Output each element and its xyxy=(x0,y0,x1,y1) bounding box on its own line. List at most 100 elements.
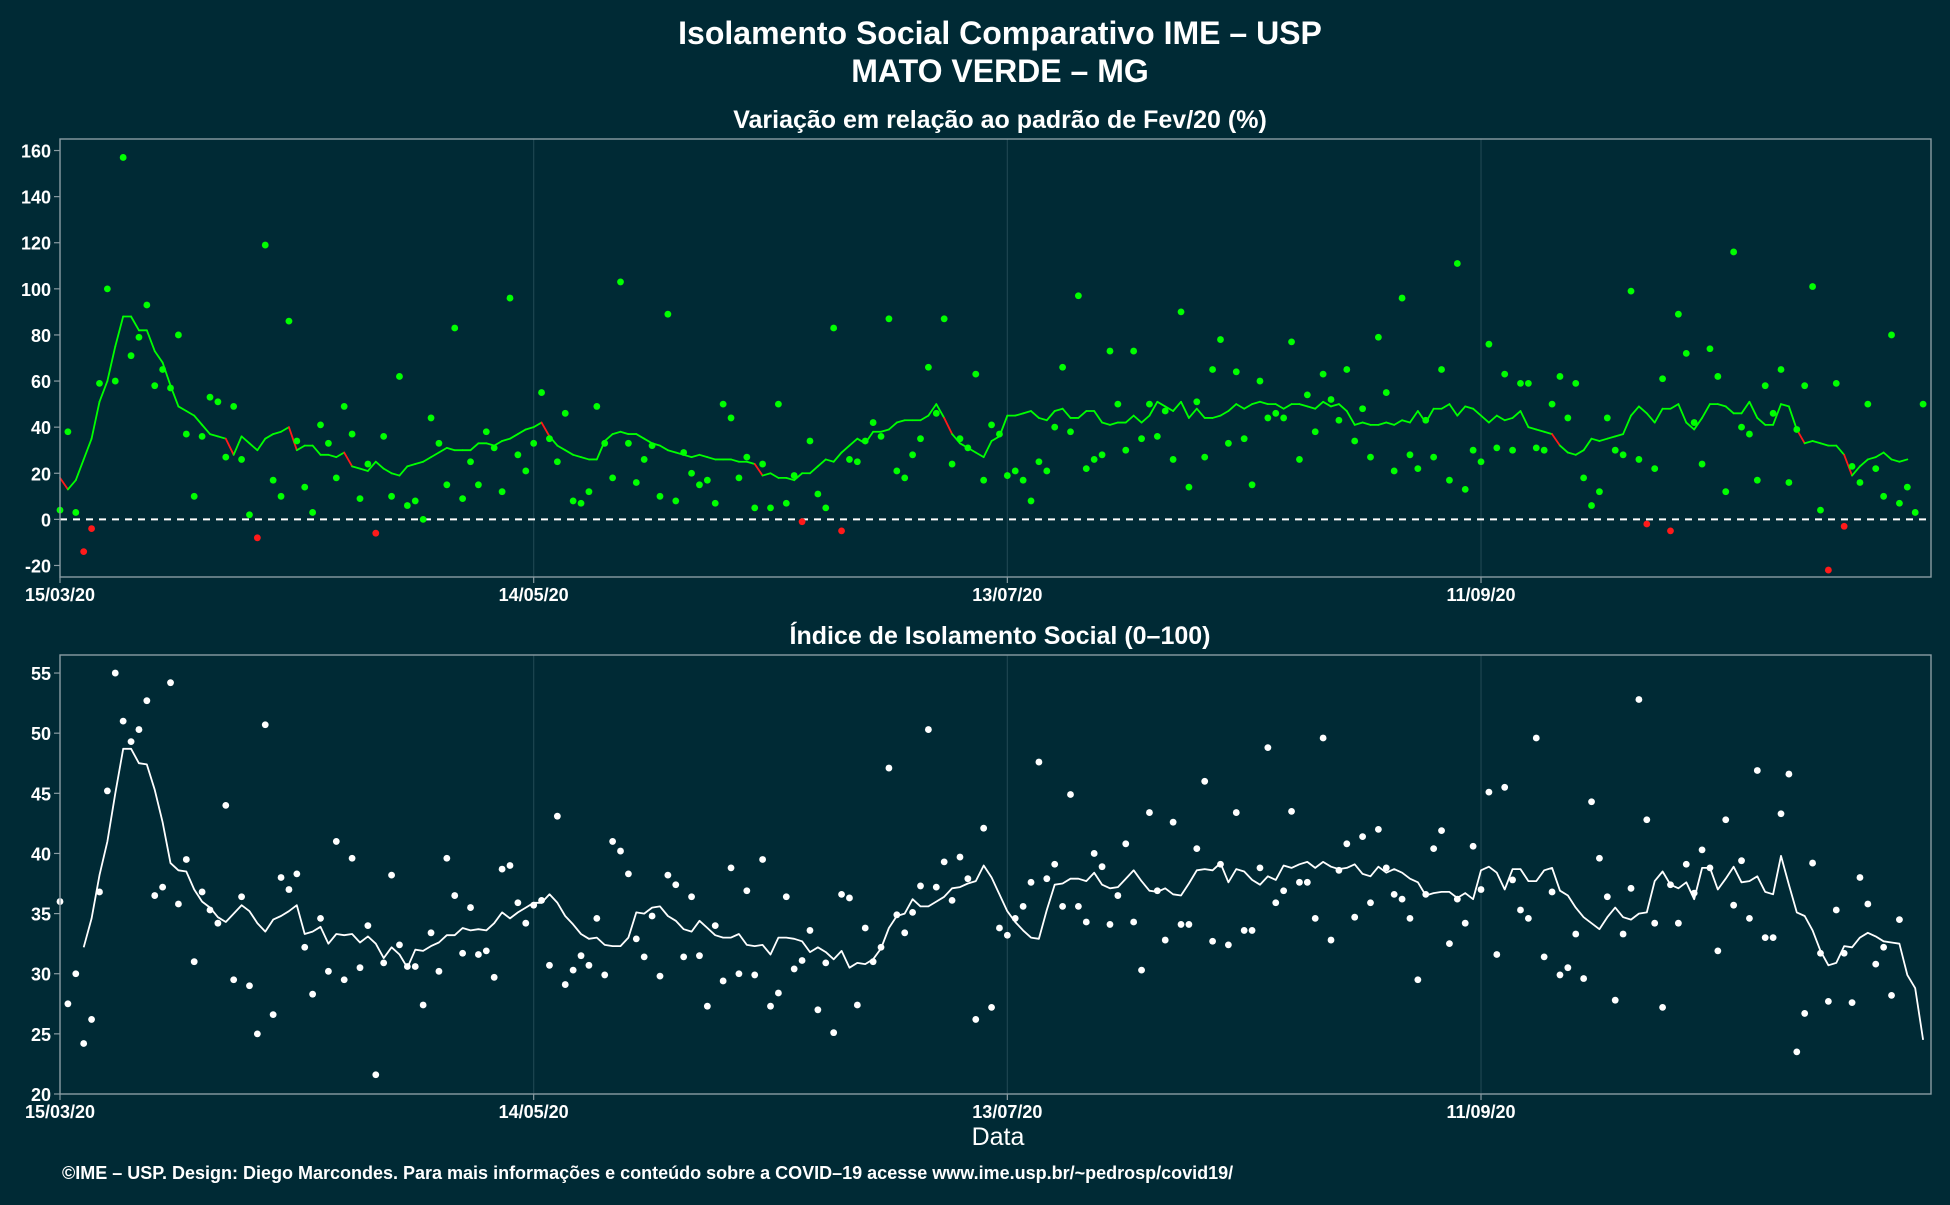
index-data-point xyxy=(1746,915,1753,922)
index-data-point xyxy=(230,976,238,984)
variation-moving-average-segment xyxy=(564,449,575,456)
index-data-point xyxy=(285,886,293,893)
variation-data-point xyxy=(1643,520,1651,528)
index-data-point xyxy=(1019,902,1027,910)
variation-data-point xyxy=(1730,248,1738,256)
variation-moving-average-segment xyxy=(1866,456,1877,461)
variation-data-point xyxy=(1335,416,1343,424)
variation-data-point xyxy=(1509,446,1516,454)
index-data-point xyxy=(1674,919,1682,927)
variation-data-point xyxy=(1264,414,1272,422)
variation-data-point xyxy=(593,403,601,410)
variation-data-point xyxy=(1753,476,1761,484)
index-data-point xyxy=(1351,913,1359,921)
index-data-point xyxy=(1090,850,1098,857)
variation-data-point xyxy=(111,377,119,385)
variation-data-point xyxy=(1193,398,1201,406)
variation-moving-average-segment xyxy=(1045,410,1056,422)
variation-data-point xyxy=(1343,366,1351,373)
variation-data-point xyxy=(1548,400,1556,408)
variation-data-point xyxy=(703,476,711,484)
index-data-point xyxy=(1596,854,1603,862)
variation-data-point xyxy=(901,474,909,482)
index-data-point xyxy=(451,892,459,899)
variation-data-point xyxy=(427,414,435,422)
index-data-point xyxy=(1635,696,1643,703)
variation-moving-average-segment xyxy=(1156,400,1167,408)
index-data-point xyxy=(1374,825,1382,833)
variation-moving-average-segment xyxy=(1030,410,1040,419)
variation-data-point xyxy=(1169,456,1177,463)
variation-data-point xyxy=(743,453,751,461)
variation-moving-average-segment xyxy=(1488,414,1498,424)
variation-moving-average-segment xyxy=(1385,421,1396,426)
variation-data-point xyxy=(1438,366,1445,373)
variation-moving-average-segment xyxy=(1132,414,1143,424)
variation-moving-average-segment xyxy=(1077,410,1088,419)
variation-data-point xyxy=(775,400,782,408)
index-data-point xyxy=(490,973,498,981)
variation-data-point xyxy=(127,352,135,360)
variation-moving-average-segment xyxy=(1330,403,1340,408)
index-x-tick-label: 14/05/20 xyxy=(499,1102,569,1122)
variation-data-point xyxy=(1651,465,1659,473)
variation-moving-average-segment xyxy=(209,433,219,438)
variation-data-point xyxy=(1406,451,1414,459)
index-data-point xyxy=(861,924,869,932)
variation-y-tick-label: 20 xyxy=(31,464,51,484)
variation-data-point xyxy=(506,294,514,302)
index-data-point xyxy=(1406,915,1414,922)
variation-moving-average-segment xyxy=(832,451,843,463)
variation-data-point xyxy=(609,474,617,482)
variation-data-point xyxy=(167,384,174,392)
variation-moving-average-segment xyxy=(374,460,385,470)
variation-data-point xyxy=(1351,437,1359,445)
index-data-point xyxy=(1146,809,1153,816)
variation-moving-average-segment xyxy=(1235,403,1246,410)
index-data-point xyxy=(261,721,269,729)
index-data-point xyxy=(198,888,206,896)
variation-data-point xyxy=(569,497,577,505)
variation-data-point xyxy=(1603,414,1611,422)
index-data-point xyxy=(277,874,285,881)
index-data-point xyxy=(1067,791,1074,798)
index-data-point xyxy=(585,961,593,969)
variation-moving-average-segment xyxy=(390,472,401,477)
variation-data-point xyxy=(861,437,869,445)
variation-data-point xyxy=(1090,456,1098,463)
index-data-point xyxy=(443,854,451,862)
variation-moving-average-segment xyxy=(248,442,259,452)
variation-y-tick-label: -20 xyxy=(25,556,51,576)
variation-moving-average-segment xyxy=(1819,442,1830,447)
variation-data-point xyxy=(538,389,545,396)
variation-data-point xyxy=(1785,479,1793,486)
variation-moving-average-segment xyxy=(311,444,322,456)
index-data-point xyxy=(475,951,482,958)
index-data-point xyxy=(759,856,767,863)
index-data-point xyxy=(1501,783,1509,791)
variation-data-point xyxy=(1224,439,1232,447)
variation-data-point xyxy=(1588,502,1595,509)
index-data-point xyxy=(1880,943,1888,951)
index-data-point xyxy=(356,964,364,972)
variation-moving-average-segment xyxy=(619,430,630,435)
variation-moving-average-segment xyxy=(809,465,819,475)
variation-y-tick-label: 160 xyxy=(21,142,51,162)
index-data-point xyxy=(1248,927,1256,934)
index-data-point xyxy=(830,1029,838,1037)
variation-data-point xyxy=(696,481,703,489)
variation-data-point xyxy=(1580,474,1588,482)
variation-moving-average-segment xyxy=(398,465,409,477)
index-data-point xyxy=(1714,947,1722,955)
index-data-point xyxy=(1130,918,1138,926)
variation-moving-average-segment xyxy=(469,442,480,452)
index-data-point xyxy=(609,838,617,845)
index-data-point xyxy=(656,972,664,980)
index-data-point xyxy=(1138,966,1145,974)
variation-moving-average-segment xyxy=(603,433,614,442)
index-data-point xyxy=(1153,887,1161,895)
variation-moving-average-segment xyxy=(1835,444,1846,456)
index-y-tick-label: 50 xyxy=(31,724,51,744)
index-data-point xyxy=(1217,860,1224,868)
index-data-point xyxy=(901,929,909,937)
